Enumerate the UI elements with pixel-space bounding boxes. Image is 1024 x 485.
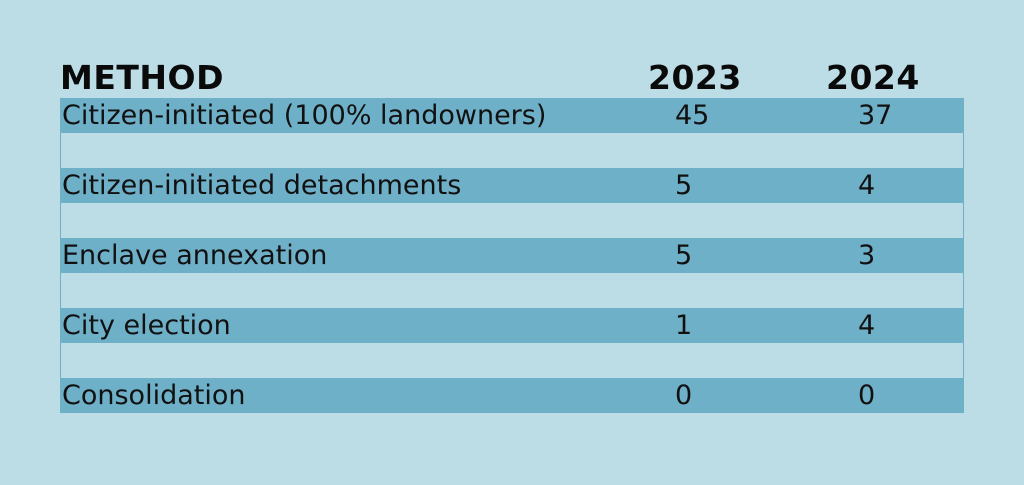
table-row: Citizen-initiated (100% landowners) 45 3… (60, 98, 964, 133)
row-value-2024: 0 (858, 380, 876, 411)
row-method: Citizen-initiated (100% landowners) (62, 100, 547, 131)
row-value-2024: 3 (858, 240, 876, 271)
table-row: City election 1 4 (60, 308, 964, 343)
row-spacer (60, 273, 964, 308)
row-method: Citizen-initiated detachments (62, 170, 462, 201)
table-row: Consolidation 0 0 (60, 378, 964, 413)
row-spacer (60, 133, 964, 168)
row-value-2024: 37 (858, 100, 893, 131)
annexation-methods-table: METHOD 2023 2024 Citizen-initiated (100%… (60, 58, 964, 413)
header-2024: 2024 (826, 58, 920, 97)
row-value-2023: 5 (675, 240, 693, 271)
row-method: City election (62, 310, 231, 341)
table-row: Enclave annexation 5 3 (60, 238, 964, 273)
header-2023: 2023 (648, 58, 742, 97)
row-value-2023: 5 (675, 170, 693, 201)
row-spacer (60, 203, 964, 238)
row-value-2023: 45 (675, 100, 710, 131)
header-method: METHOD (60, 58, 224, 97)
row-method: Consolidation (62, 380, 246, 411)
row-value-2024: 4 (858, 310, 876, 341)
table-body: Citizen-initiated (100% landowners) 45 3… (60, 98, 964, 413)
table-row: Citizen-initiated detachments 5 4 (60, 168, 964, 203)
row-spacer (60, 343, 964, 378)
row-method: Enclave annexation (62, 240, 328, 271)
row-value-2023: 1 (675, 310, 693, 341)
table-header: METHOD 2023 2024 (60, 58, 964, 98)
row-value-2023: 0 (675, 380, 693, 411)
row-value-2024: 4 (858, 170, 876, 201)
